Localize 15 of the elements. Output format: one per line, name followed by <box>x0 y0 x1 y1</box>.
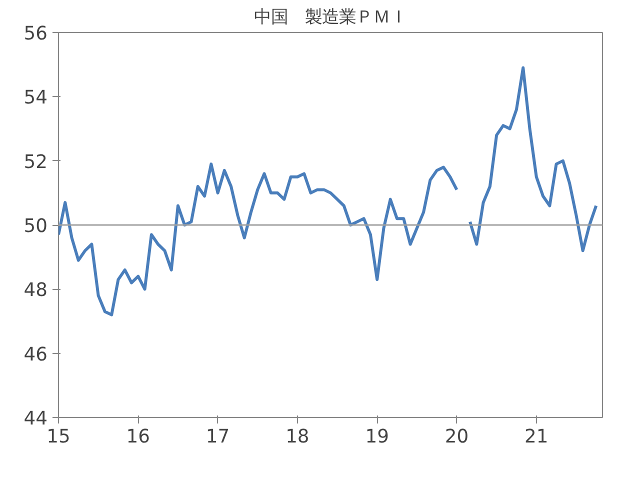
y-tick-label: 48 <box>24 280 48 302</box>
y-tick-label: 44 <box>24 408 48 430</box>
y-tick-label: 46 <box>24 344 48 366</box>
x-tick-label: 20 <box>444 426 469 448</box>
x-tick-label: 18 <box>286 426 310 448</box>
x-tick-label: 16 <box>126 426 150 448</box>
x-tick-label: 17 <box>206 426 230 448</box>
x-tick-label: 19 <box>365 426 389 448</box>
x-tick-label: 21 <box>524 426 548 448</box>
y-tick-label: 54 <box>24 88 48 109</box>
y-tick-label: 50 <box>24 216 48 237</box>
chart-title: 中国 製造業ＰＭＩ <box>254 8 407 28</box>
x-tick-label: 15 <box>46 426 70 448</box>
y-tick-label: 52 <box>24 152 48 173</box>
y-tick-label: 56 <box>24 24 48 44</box>
